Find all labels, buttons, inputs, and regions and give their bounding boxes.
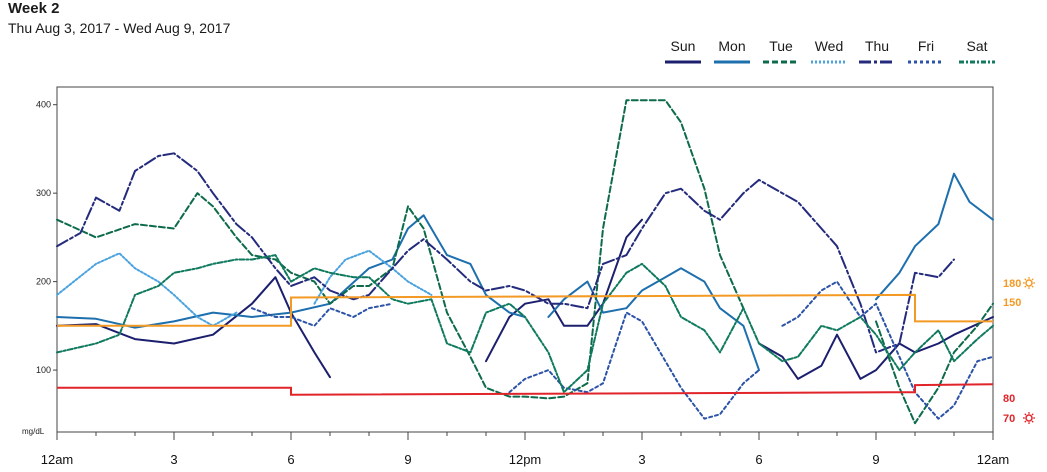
series-line-tue: [56, 99, 745, 400]
legend-label-tue: Tue: [769, 38, 793, 54]
legend-label-wed: Wed: [815, 38, 844, 54]
series-line-fri: [508, 311, 760, 420]
moon-icon: [1026, 393, 1031, 403]
y-tick-label: 400: [36, 100, 51, 110]
y-axis: 100 200 300 400 mg/dL: [22, 100, 57, 436]
sun-ray: [1031, 420, 1034, 423]
legend-label-sat: Sat: [966, 38, 987, 54]
target-label-80: 80: [1003, 393, 1015, 405]
x-tick-label: 12am: [41, 452, 74, 467]
series-line-sun: [485, 218, 643, 363]
x-tick-label: 9: [404, 452, 411, 467]
x-tick-label: 12am: [977, 452, 1010, 467]
sun-ray: [1024, 420, 1027, 423]
sun-core: [1025, 279, 1033, 287]
sun-icon: [1023, 277, 1035, 289]
series-line-sun: [758, 316, 994, 380]
series-line-fri: [781, 280, 994, 420]
legend-label-fri: Fri: [918, 38, 934, 54]
sun-ray: [1031, 413, 1034, 416]
target-label-70: 70: [1003, 413, 1015, 425]
chart-legend: Sun Mon Tue Wed Thu Fri Sat: [665, 38, 995, 64]
x-tick-label: 9: [872, 452, 879, 467]
series-line-thu: [56, 152, 955, 354]
series-layer: [56, 99, 994, 425]
sun-ray: [1024, 413, 1027, 416]
y-tick-label: 100: [36, 365, 51, 375]
series-line-mon: [547, 267, 760, 372]
week-date-range: Thu Aug 3, 2017 - Wed Aug 9, 2017: [8, 20, 231, 36]
target-labels: 180 150 80 70: [1003, 277, 1035, 425]
y-tick-label: 300: [36, 188, 51, 198]
sun-core: [1025, 414, 1033, 422]
x-tick-label: 3: [170, 452, 177, 467]
series-line-wed: [56, 252, 238, 327]
target-label-150: 150: [1003, 297, 1021, 309]
series-line-mon: [56, 214, 526, 329]
week-title: Week 2: [8, 0, 60, 17]
y-axis-label: mg/dL: [22, 427, 45, 436]
sun-ray: [1024, 285, 1027, 288]
plot-frame: [56, 86, 994, 433]
sun-ray: [1024, 278, 1027, 281]
legend-label-thu: Thu: [865, 38, 889, 54]
series-line-tue: [875, 302, 994, 425]
target-line-high: [57, 293, 993, 327]
target-layer: [57, 293, 994, 396]
series-line-sun: [56, 276, 331, 379]
y-tick-label: 200: [36, 277, 51, 287]
series-line-sat: [56, 254, 994, 394]
legend-label-sun: Sun: [671, 38, 696, 54]
sun-ray: [1031, 278, 1034, 281]
moon-icon: [1026, 297, 1031, 307]
series-line-fri: [251, 302, 394, 327]
x-tick-label: 6: [287, 452, 294, 467]
series-line-wed: [313, 249, 433, 305]
target-label-180: 180: [1003, 278, 1021, 290]
sun-icon: [1023, 412, 1035, 424]
series-line-mon: [875, 172, 994, 301]
x-tick-label: 3: [638, 452, 645, 467]
sun-ray: [1031, 285, 1034, 288]
legend-label-mon: Mon: [718, 38, 745, 54]
x-axis: 12am 3 6 9 12pm 3 6 9 12am: [41, 432, 1010, 467]
target-line-low: [57, 383, 994, 396]
x-tick-label: 12pm: [509, 452, 542, 467]
x-tick-label: 6: [755, 452, 762, 467]
